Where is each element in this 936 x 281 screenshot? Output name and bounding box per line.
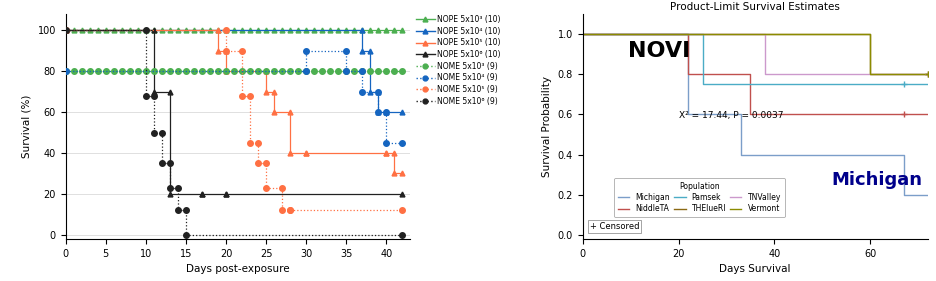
Text: Michigan: Michigan [830, 171, 921, 189]
Text: X² = 17.44, P = 0.0037: X² = 17.44, P = 0.0037 [679, 111, 783, 120]
Text: + Censored: + Censored [589, 222, 638, 231]
Text: NOVI: NOVI [627, 41, 689, 61]
Y-axis label: Survival (%): Survival (%) [22, 95, 32, 158]
Y-axis label: Survival Probability: Survival Probability [542, 76, 551, 177]
Title: Product-Limit Survival Estimates: Product-Limit Survival Estimates [669, 2, 840, 12]
X-axis label: Days post-exposure: Days post-exposure [186, 264, 289, 274]
Legend: Michigan, NiddleTA, Pamsek, THEIueRI, TNValley, Vermont: Michigan, NiddleTA, Pamsek, THEIueRI, TN… [614, 178, 783, 217]
X-axis label: Days Survival: Days Survival [719, 264, 790, 274]
Legend: NOPE 5x10³ (10), NOPE 5x10⁴ (10), NOPE 5x10⁵ (10), NOPE 5x10⁶ (10), NOME 5x10³ (: NOPE 5x10³ (10), NOPE 5x10⁴ (10), NOPE 5… [414, 13, 502, 107]
